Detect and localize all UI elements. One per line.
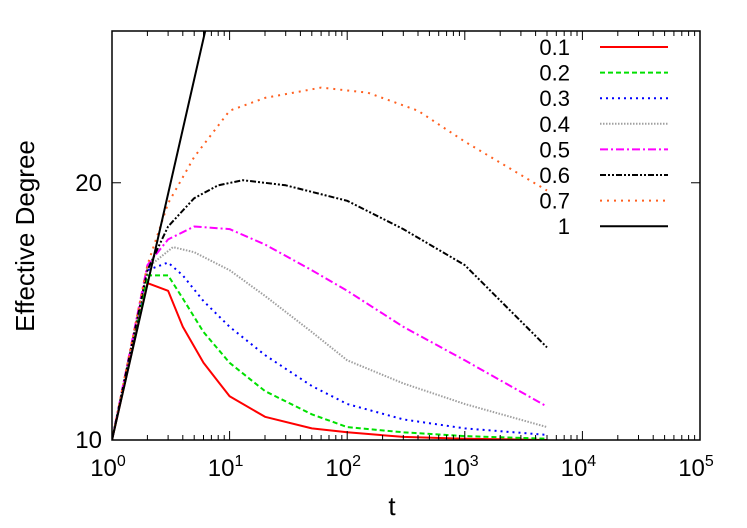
legend-label: 0.5 <box>539 137 570 162</box>
y-axis-label: Effective Degree <box>10 140 40 332</box>
x-tick-label: 102 <box>325 453 361 482</box>
series-line-0.5 <box>112 225 548 440</box>
series-line-0.1 <box>112 282 548 440</box>
plot-frame <box>111 30 701 441</box>
legend: 0.10.20.30.40.50.60.71 <box>539 35 668 239</box>
x-tick-label: 101 <box>208 453 244 482</box>
legend-label: 0.3 <box>539 86 570 111</box>
y-tick-label: 20 <box>75 170 102 197</box>
series-line-1 <box>112 31 207 440</box>
axes: 100 101 102 103 104 105 10 20 <box>75 30 714 482</box>
series-line-0.4 <box>112 246 548 440</box>
x-axis-label: t <box>388 491 396 521</box>
y-tick-label: 10 <box>75 427 102 454</box>
series-line-0.3 <box>112 261 548 440</box>
legend-label: 1 <box>558 214 570 239</box>
legend-label: 0.6 <box>539 163 570 188</box>
legend-label: 0.2 <box>539 61 570 86</box>
x-tick-label: 100 <box>90 453 126 482</box>
x-tick-label: 103 <box>443 453 479 482</box>
x-tick-label: 105 <box>678 453 714 482</box>
series-line-0.6 <box>112 179 548 440</box>
legend-label: 0.7 <box>539 189 570 214</box>
series-line-0.2 <box>112 274 548 440</box>
series-group <box>112 31 548 440</box>
x-tick-label: 104 <box>561 453 597 482</box>
legend-label: 0.1 <box>539 35 570 60</box>
series-line-0.7 <box>112 86 548 440</box>
legend-label: 0.4 <box>539 112 570 137</box>
